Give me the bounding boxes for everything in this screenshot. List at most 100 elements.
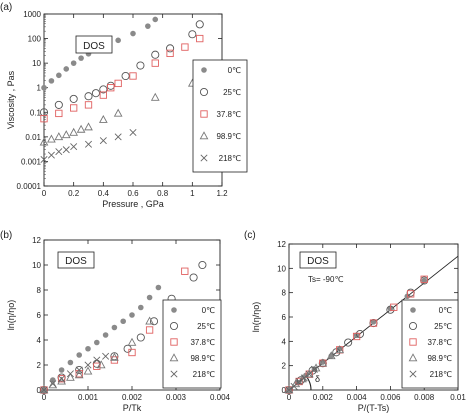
data-point — [390, 303, 398, 311]
y-tick-label: 0.01 — [25, 133, 41, 142]
data-point — [102, 332, 109, 338]
data-point — [106, 81, 115, 90]
data-point — [84, 92, 93, 101]
data-point — [130, 30, 136, 37]
x-axis-label: P/Tk — [123, 403, 142, 413]
data-point — [58, 367, 65, 373]
data-point — [151, 50, 160, 59]
data-point — [47, 134, 56, 143]
legend-marker — [170, 338, 178, 346]
ts-annotation: Ts= -90℃ — [308, 275, 343, 284]
legend-marker — [410, 307, 416, 313]
data-point — [70, 143, 78, 151]
data-point — [335, 345, 345, 354]
data-point — [76, 352, 82, 358]
data-point — [121, 71, 130, 81]
y-tick-label: 0 — [282, 386, 287, 395]
data-point — [54, 132, 64, 141]
chart-panel-c: (c) 0 0.002 0.004 0.006 0.008 0.01 0 2 4 6 8 10 12 P/(… — [244, 230, 466, 413]
data-point — [150, 92, 160, 101]
data-point — [56, 72, 62, 79]
y-tick-label: 6 — [37, 311, 42, 320]
data-point — [84, 101, 93, 109]
data-point — [166, 44, 175, 53]
data-point — [320, 359, 326, 365]
data-point — [336, 345, 343, 352]
y-axis-label: Viscosity , Pas — [6, 70, 16, 129]
data-point — [110, 352, 119, 361]
y-tick-label: 0.1 — [30, 108, 42, 117]
legend-label: 37.8℃ — [216, 110, 241, 119]
data-point — [151, 59, 159, 67]
data-point — [48, 380, 58, 389]
data-point — [152, 16, 159, 23]
data-point — [129, 72, 137, 80]
legend-marker — [201, 67, 207, 73]
x-axis-label: Pressure , GPa — [102, 199, 164, 209]
panel-label: (c) — [244, 230, 256, 241]
data-point — [93, 362, 101, 370]
data-point — [145, 316, 154, 325]
y-tick-label: 4 — [282, 337, 287, 346]
data-point — [115, 37, 121, 44]
x-tick-label: 0 — [287, 393, 292, 402]
data-point — [129, 129, 137, 137]
data-point — [91, 89, 100, 98]
y-tick-label: 10 — [32, 261, 41, 270]
data-point — [149, 317, 159, 326]
data-point — [48, 78, 55, 84]
panel-label: (a) — [0, 2, 12, 13]
y-tick-label: 2 — [37, 361, 42, 370]
panel-label: (b) — [0, 230, 12, 241]
legend-label: 98.9℃ — [190, 354, 215, 363]
data-point — [39, 385, 49, 394]
legend-label: 98.9℃ — [427, 354, 452, 363]
data-point — [166, 49, 174, 58]
y-tick-label: 2 — [282, 362, 287, 371]
chart-panel-a: (a) 0 0.2 0.4 0.6 0.8 1 1.2 0.0001 0.001 0.01 0.1 1 1… — [0, 2, 248, 209]
y-tick-label: 12 — [32, 236, 41, 245]
data-point — [136, 333, 145, 342]
data-point — [84, 361, 92, 369]
legend-marker — [200, 154, 208, 162]
y-tick-label: 6 — [282, 313, 287, 322]
data-point — [284, 385, 294, 394]
y-tick-label: 0.0001 — [17, 182, 42, 191]
data-point — [344, 338, 353, 347]
x-tick-label: 0.6 — [127, 189, 139, 198]
legend-label: 25℃ — [434, 322, 452, 331]
data-point — [318, 358, 328, 367]
data-point — [370, 319, 377, 325]
dos-tag: DOS — [65, 256, 87, 267]
data-point — [406, 288, 415, 297]
data-point — [102, 352, 110, 360]
data-point — [107, 84, 115, 92]
y-tick-label: 8 — [37, 286, 42, 295]
data-point — [55, 148, 63, 156]
data-point — [352, 332, 361, 341]
y-tick-label: 1000 — [23, 10, 41, 19]
legend-label: 25℃ — [223, 88, 241, 97]
y-tick-label: 8 — [282, 289, 287, 298]
data-point — [98, 114, 108, 123]
legend-label: 0℃ — [228, 66, 241, 75]
series-3 — [39, 316, 154, 394]
dos-tag: DOS — [307, 256, 329, 267]
legend-marker — [408, 353, 418, 362]
y-tick-label: 10 — [32, 59, 41, 68]
data-point — [114, 133, 122, 141]
data-point — [41, 84, 47, 91]
legend-marker — [199, 87, 209, 97]
data-point — [99, 85, 108, 94]
x-tick-label: 0.003 — [166, 393, 187, 402]
x-tick-label: 0.004 — [210, 393, 231, 402]
legend-marker — [171, 307, 177, 313]
legend-box — [162, 299, 222, 389]
data-point — [181, 43, 189, 51]
data-point — [75, 365, 84, 375]
y-tick-label: 0 — [37, 386, 42, 395]
x-tick-label: 0.002 — [122, 393, 143, 402]
data-point — [70, 60, 77, 66]
data-point — [195, 20, 204, 29]
legend-label: 218℃ — [219, 154, 241, 163]
